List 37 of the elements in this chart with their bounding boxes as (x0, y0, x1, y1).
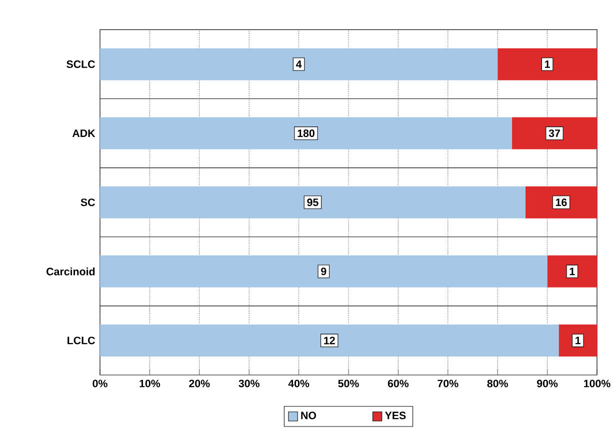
annotation: 95 (307, 198, 318, 206)
x-tick-label: 80% (487, 380, 508, 388)
bar (100, 186, 526, 218)
x-tick-label: 70% (438, 380, 458, 388)
annotation: 16 (556, 198, 567, 206)
annotation: 1 (570, 268, 575, 276)
x-tick-label: 60% (388, 380, 409, 388)
legend-label: YES (384, 412, 406, 420)
annotation: 1 (545, 60, 550, 68)
annotation: 180 (298, 129, 314, 138)
annotation: 12 (324, 336, 335, 344)
bar (100, 117, 512, 150)
x-tick-label: 0% (92, 380, 108, 388)
bar (100, 48, 498, 80)
legend-label: NO (301, 412, 316, 420)
y-tick-label: SC (80, 198, 95, 206)
bar (512, 117, 598, 150)
annotation: 9 (321, 268, 326, 276)
annotation: 37 (548, 129, 560, 138)
x-tick-label: 10% (140, 380, 160, 388)
x-tick-label: 90% (537, 380, 558, 388)
y-tick-label: SCLC (66, 60, 95, 68)
x-tick-label: 30% (238, 380, 260, 388)
annotation: 1 (576, 336, 581, 344)
x-tick-label: 40% (288, 380, 310, 388)
bar (100, 255, 548, 288)
x-tick-label: 50% (338, 380, 359, 388)
bar (525, 186, 598, 218)
annotation: 4 (296, 60, 302, 68)
x-tick-label: 20% (189, 380, 210, 388)
y-tick-label: LCLC (68, 336, 95, 344)
bar (547, 255, 598, 288)
bar (100, 324, 559, 356)
y-tick-label: Carcinoid (46, 267, 95, 276)
bar (498, 48, 598, 80)
x-tick-label: 100% (584, 380, 610, 388)
y-tick-label: ADK (72, 130, 96, 137)
